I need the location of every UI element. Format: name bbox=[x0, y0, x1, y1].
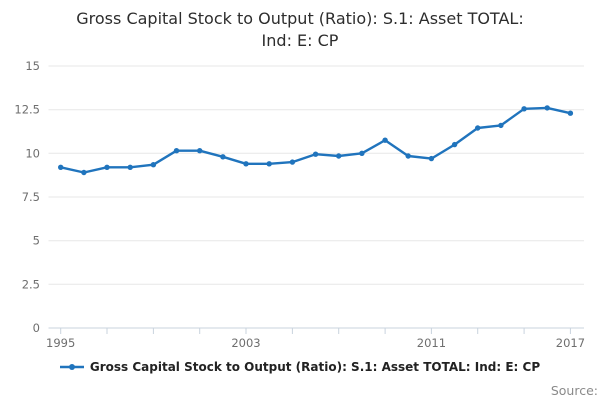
data-point bbox=[197, 148, 203, 154]
series-line bbox=[59, 106, 572, 174]
series-points bbox=[58, 105, 574, 176]
y-tick-label: 10 bbox=[25, 146, 40, 160]
x-tick-label: 1995 bbox=[46, 336, 75, 350]
data-point bbox=[173, 148, 180, 154]
data-point bbox=[243, 161, 249, 167]
data-point bbox=[312, 151, 319, 157]
data-point bbox=[289, 159, 296, 165]
data-point bbox=[405, 153, 411, 159]
y-tick-label: 12.5 bbox=[14, 103, 40, 117]
y-tick-label: 2.5 bbox=[22, 277, 40, 291]
y-axis-labels: 0 2.5 5 7.5 10 12.5 15 bbox=[14, 59, 40, 335]
y-tick-label: 15 bbox=[25, 59, 40, 73]
data-point bbox=[428, 155, 435, 162]
data-point bbox=[150, 162, 157, 168]
data-point bbox=[81, 169, 87, 176]
legend-item[interactable]: Gross Capital Stock to Output (Ratio): S… bbox=[59, 360, 541, 374]
data-point bbox=[104, 164, 110, 170]
data-point bbox=[475, 125, 481, 131]
data-point bbox=[359, 150, 365, 156]
y-tick-label: 5 bbox=[33, 234, 40, 248]
data-point bbox=[544, 105, 550, 111]
x-tick-label: 2017 bbox=[556, 336, 585, 350]
chart-title-line-1: Gross Capital Stock to Output (Ratio): S… bbox=[76, 9, 524, 28]
data-point bbox=[58, 164, 64, 170]
x-axis-ticks bbox=[60, 328, 571, 334]
data-point bbox=[498, 122, 504, 129]
source-note: Source: bbox=[550, 383, 598, 398]
x-tick-label: 2011 bbox=[417, 336, 446, 350]
data-point bbox=[220, 154, 226, 160]
y-tick-label: 0 bbox=[33, 321, 40, 335]
data-point bbox=[382, 137, 388, 143]
chart-title-line-2: Ind: E: CP bbox=[261, 31, 339, 50]
gridlines bbox=[48, 65, 584, 329]
x-axis-labels: 1995 2003 2011 2017 bbox=[46, 336, 585, 350]
legend-line-marker-icon bbox=[59, 364, 84, 370]
y-tick-label: 7.5 bbox=[22, 190, 40, 204]
data-point bbox=[567, 110, 574, 116]
data-point bbox=[127, 164, 133, 170]
data-point bbox=[266, 161, 272, 167]
data-point bbox=[521, 106, 527, 112]
legend-label: Gross Capital Stock to Output (Ratio): S… bbox=[89, 360, 541, 374]
data-point bbox=[451, 141, 458, 148]
data-point bbox=[336, 153, 342, 159]
chart-title: Gross Capital Stock to Output (Ratio): S… bbox=[0, 8, 600, 52]
legend: Gross Capital Stock to Output (Ratio): S… bbox=[0, 360, 600, 374]
x-tick-label: 2003 bbox=[231, 336, 260, 350]
